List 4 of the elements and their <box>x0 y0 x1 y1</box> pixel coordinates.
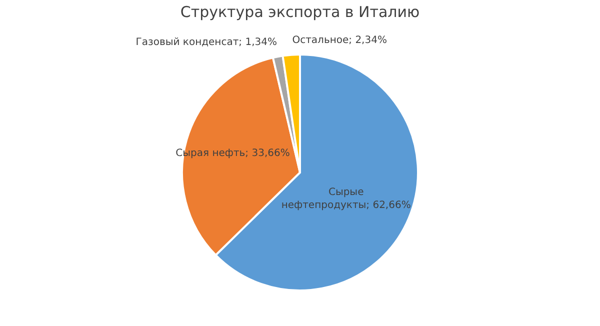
chart-title: Структура экспорта в Италию <box>180 3 420 21</box>
slice-label: Сырые нефтепродукты; 62,66% <box>281 186 411 211</box>
slice-label: Остальное; 2,34% <box>292 34 387 46</box>
slice-label: Газовый конденсат; 1,34% <box>136 36 277 48</box>
